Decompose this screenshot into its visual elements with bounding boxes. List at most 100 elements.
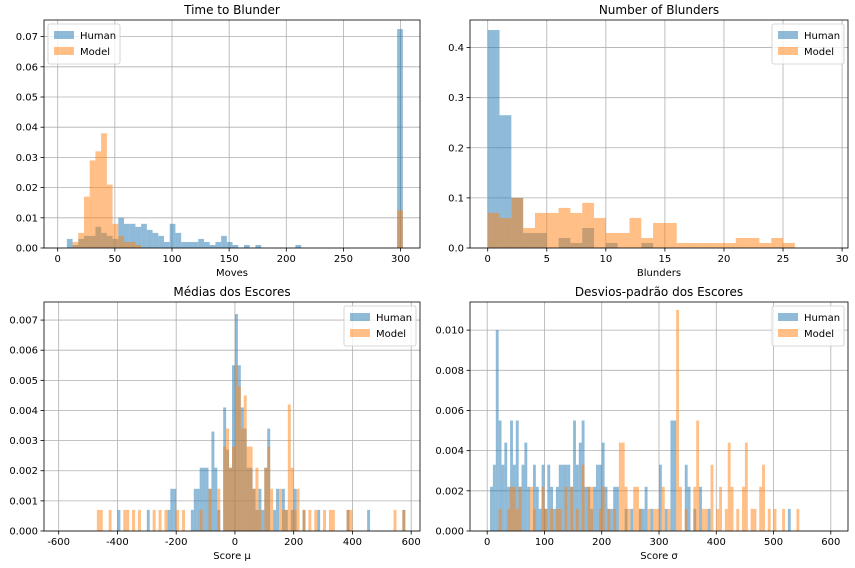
- histogram-bar-human: [498, 420, 502, 531]
- legend-label: Model: [804, 329, 834, 340]
- histogram-bar-model: [176, 509, 180, 531]
- histogram-bar-human: [170, 488, 174, 531]
- histogram-bar-human: [244, 244, 250, 248]
- histogram-bar-human: [670, 420, 674, 531]
- histogram-bar-model: [152, 509, 156, 531]
- legend-label: Human: [80, 31, 116, 42]
- x-axis-label: Score σ: [640, 551, 678, 562]
- histogram-bar-model: [132, 509, 136, 531]
- x-tick-label: 30: [836, 254, 849, 265]
- y-tick-label: 0.002: [9, 466, 38, 477]
- histogram-bar-human: [687, 486, 691, 531]
- histogram-bar-model: [633, 486, 637, 531]
- histogram-bar-human: [146, 229, 153, 248]
- histogram-bar-model: [331, 509, 335, 531]
- legend-label: Model: [376, 329, 406, 340]
- histogram-bar-model: [767, 508, 771, 531]
- histogram-bar-human: [533, 464, 536, 531]
- histogram-bar-model: [641, 237, 654, 248]
- histogram-bar-model: [624, 486, 628, 531]
- x-tick-label: 15: [659, 254, 672, 265]
- histogram-bar-model: [518, 486, 522, 531]
- histogram-bar-model: [533, 508, 536, 531]
- histogram-bar-human: [659, 464, 662, 531]
- histogram-bar-model: [727, 442, 731, 531]
- histogram-bar-model: [723, 242, 736, 248]
- histogram-bar-human: [199, 467, 203, 531]
- chart-title: Number of Blunders: [599, 3, 719, 17]
- histogram-bar-model: [293, 509, 297, 531]
- score-mean-panel: -600 -400 -200 0 200 400 600 0.000 0.001 0.002 0.0…: [9, 285, 420, 562]
- histogram-bar-human: [209, 244, 216, 248]
- histogram-bar-model: [515, 508, 519, 531]
- y-tick-label: 0.02: [16, 183, 38, 194]
- histogram-bar-model: [656, 508, 659, 531]
- histogram-bar-human: [558, 464, 562, 531]
- histogram-bar-model: [78, 232, 84, 248]
- histogram-bar-model: [688, 242, 701, 248]
- histogram-bar-model: [346, 509, 350, 531]
- histogram-bar-model: [712, 242, 724, 248]
- histogram-bar-human: [175, 232, 182, 248]
- histogram-bar-model: [534, 212, 547, 248]
- histogram-bar-model: [570, 212, 583, 248]
- legend-label: Human: [804, 31, 840, 42]
- histogram-bar-human: [181, 241, 187, 248]
- histogram-bar-human: [273, 509, 277, 531]
- histogram-bar-model: [164, 509, 168, 531]
- histogram-bar-human: [547, 464, 551, 531]
- histogram-bar-model: [771, 237, 784, 248]
- y-tick-label: 0.006: [9, 346, 38, 357]
- histogram-bar-human: [295, 244, 302, 248]
- legend: Human Model: [47, 23, 121, 65]
- histogram-bar-human: [501, 464, 505, 531]
- histogram-bar-model: [627, 508, 631, 531]
- y-tick-label: 0.006: [435, 406, 464, 417]
- histogram-bar-model: [736, 508, 740, 531]
- x-tick-label: 500: [764, 537, 783, 548]
- histogram-bar-model: [499, 217, 512, 248]
- histogram-bar-human: [578, 442, 582, 531]
- x-tick-label: 10: [599, 254, 612, 265]
- histogram-bar-human: [204, 241, 210, 248]
- histogram-bar-human: [232, 244, 239, 248]
- histogram-bar-model: [229, 467, 232, 531]
- y-tick-label: 0.03: [16, 153, 38, 164]
- legend: Human Model: [771, 23, 845, 65]
- histogram-bar-model: [636, 486, 639, 531]
- y-tick-label: 0.005: [9, 376, 38, 387]
- histogram-bar-human: [66, 238, 73, 248]
- legend-swatch-model: [350, 329, 370, 337]
- histogram-bar-model: [252, 488, 256, 531]
- histogram-bar-model: [661, 486, 665, 531]
- histogram-bar-human: [495, 330, 499, 531]
- histogram-bar-model: [613, 508, 617, 531]
- histogram-bar-human: [650, 508, 654, 531]
- histogram-bar-model: [742, 486, 745, 531]
- histogram-bar-human: [255, 244, 262, 248]
- histogram-bar-model: [700, 242, 713, 248]
- histogram-bar-model: [284, 509, 288, 531]
- histogram-bar-model: [605, 232, 618, 248]
- histogram-bar-model: [676, 310, 680, 531]
- histogram-bar-human: [699, 486, 702, 531]
- histogram-bar-human: [553, 508, 556, 531]
- histogram-bar-human: [707, 508, 711, 531]
- chart-title: Desvios-padrão dos Escores: [575, 285, 743, 299]
- histogram-bar-model: [796, 508, 800, 531]
- histogram-bar-model: [759, 242, 772, 248]
- histogram-bar-model: [598, 508, 602, 531]
- histogram-bar-model: [138, 509, 141, 531]
- x-tick-label: -600: [47, 537, 70, 548]
- histogram-bar-model: [240, 428, 244, 531]
- histogram-bar-model: [208, 488, 212, 531]
- histogram-bar-human: [630, 508, 634, 531]
- histogram-bar-human: [641, 508, 645, 531]
- histogram-bar-model: [594, 217, 606, 248]
- x-tick-label: 20: [718, 254, 731, 265]
- histogram-bar-model: [582, 202, 595, 248]
- histogram-bar-human: [317, 509, 321, 531]
- chart-title: Time to Blunder: [183, 3, 280, 17]
- legend-swatch-human: [350, 313, 370, 321]
